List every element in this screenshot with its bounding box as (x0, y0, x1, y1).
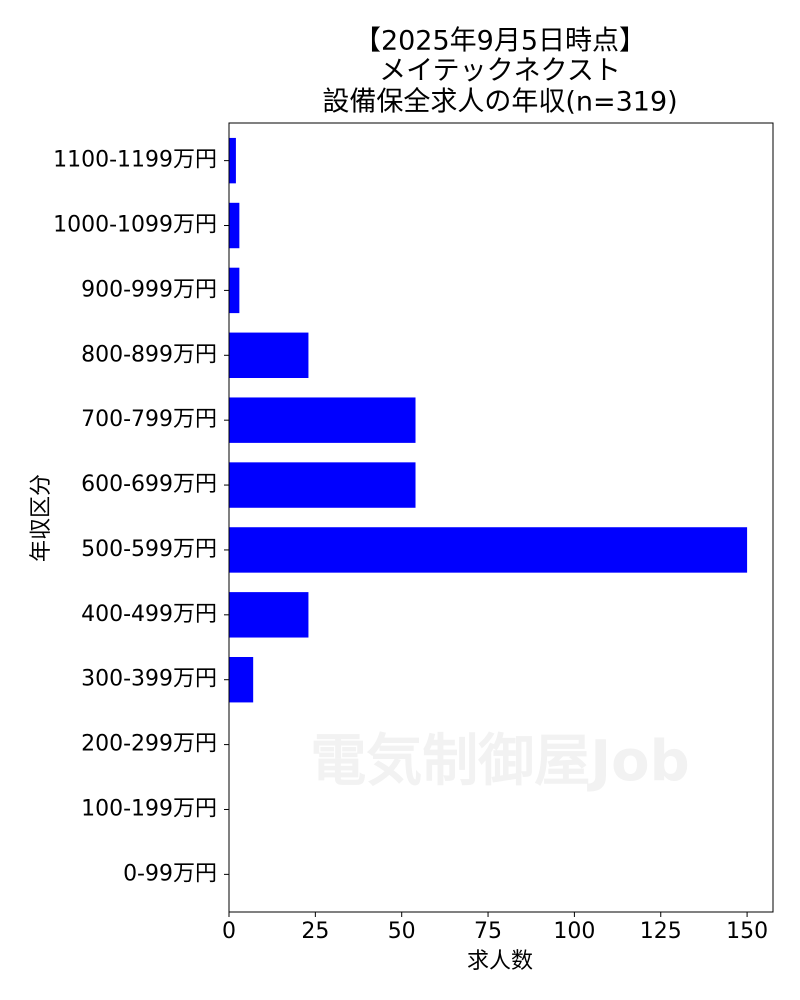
y-tick-label: 0-99万円 (123, 861, 217, 886)
watermark: 電気制御屋Job (310, 729, 689, 794)
bar (229, 202, 240, 249)
x-tick-label: 150 (726, 919, 768, 944)
y-tick-label: 1100-1199万円 (53, 148, 217, 173)
y-tick-label: 1000-1099万円 (53, 213, 217, 238)
y-tick-label: 500-599万円 (81, 537, 217, 562)
bar (229, 527, 748, 573)
bar (229, 397, 416, 443)
bar (229, 137, 236, 184)
x-tick-label: 50 (388, 919, 416, 944)
y-tick-label: 600-699万円 (81, 472, 217, 497)
bar (229, 592, 309, 638)
chart-title: メイテックネクスト (379, 56, 621, 87)
x-tick-label: 125 (640, 919, 682, 944)
x-tick-label: 25 (301, 919, 329, 944)
y-tick-label: 200-299万円 (81, 732, 217, 757)
y-tick-label: 800-899万円 (81, 342, 217, 367)
bar (229, 332, 309, 378)
x-tick-label: 75 (474, 919, 502, 944)
y-tick-label: 700-799万円 (81, 407, 217, 432)
y-tick-label: 900-999万円 (81, 277, 217, 302)
bar (229, 657, 254, 703)
x-axis-label: 求人数 (467, 949, 533, 974)
plot-frame (228, 122, 774, 913)
y-tick-label: 400-499万円 (81, 602, 217, 627)
bar (229, 267, 240, 314)
x-tick-label: 100 (553, 919, 595, 944)
y-tick-label: 300-399万円 (81, 667, 217, 692)
x-tick-label: 0 (222, 919, 236, 944)
bar (229, 462, 416, 508)
chart-title: 設備保全求人の年収(n=319) (322, 87, 677, 118)
chart-title: 【2025年9月5日時点】 (354, 26, 646, 57)
y-axis-label: 年収区分 (29, 474, 54, 562)
y-tick-label: 100-199万円 (81, 796, 217, 821)
